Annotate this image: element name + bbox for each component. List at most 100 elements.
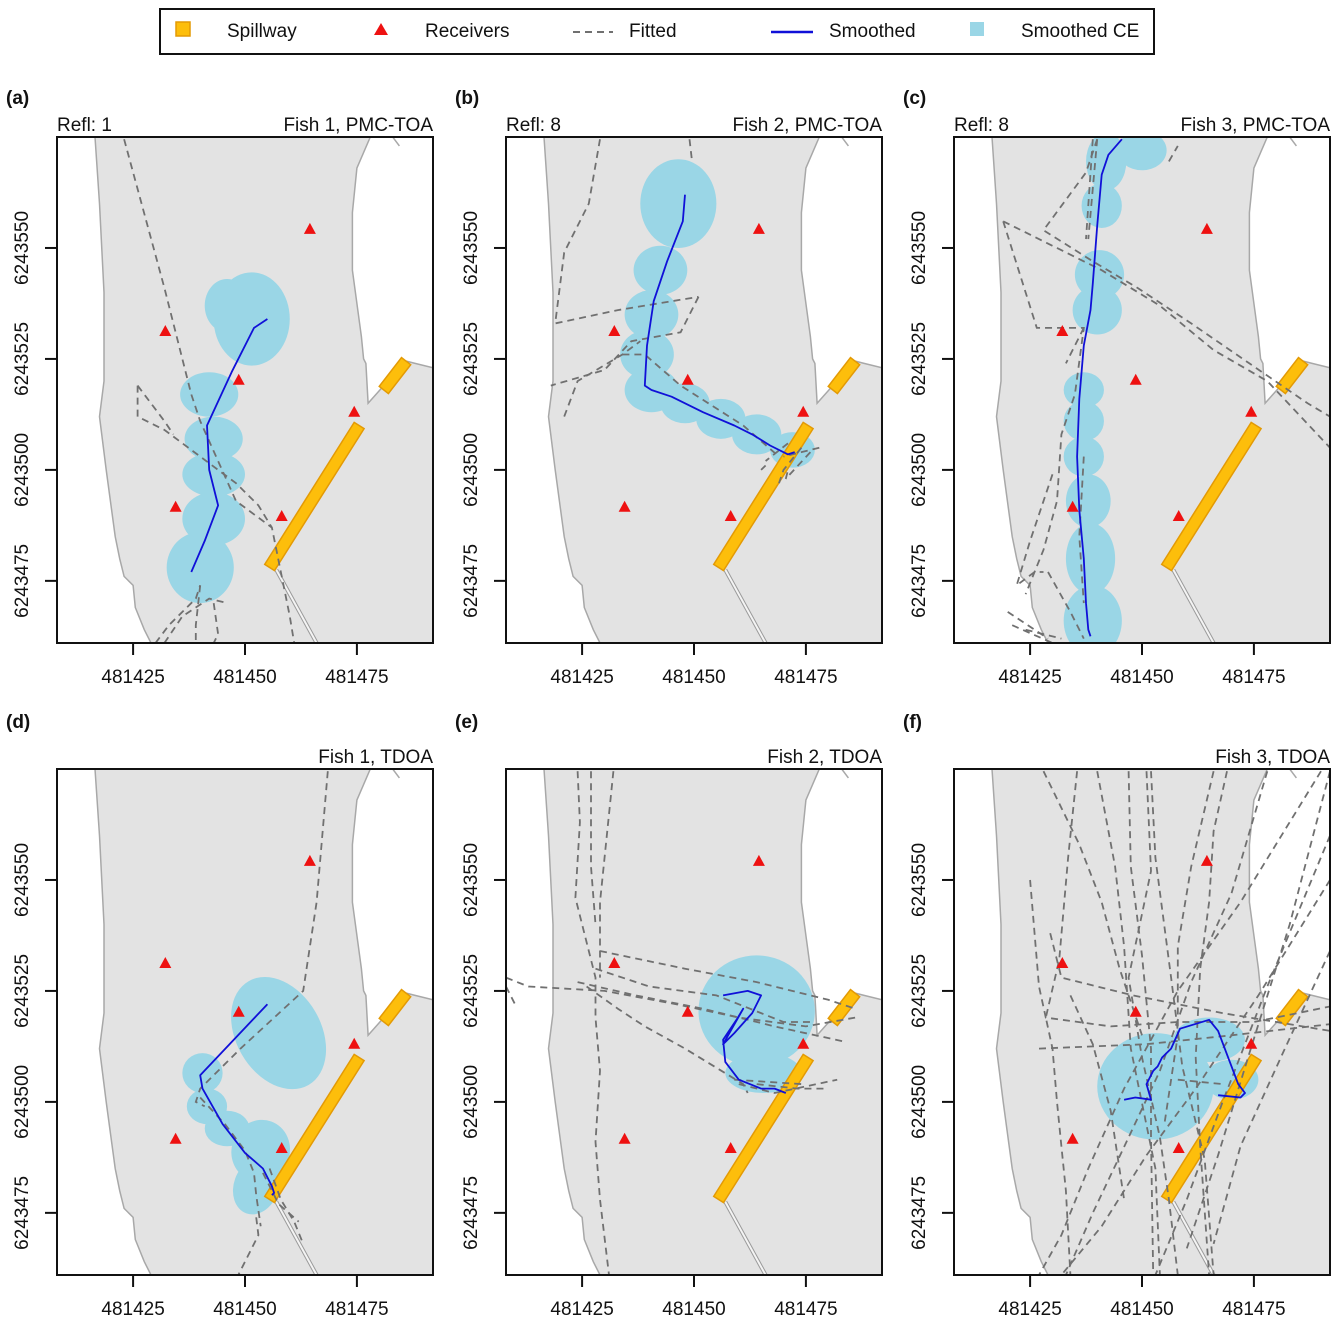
fitted-track bbox=[194, 585, 202, 643]
receiver-marker bbox=[1066, 1132, 1079, 1144]
panel-title: Fish 3, PMC-TOA bbox=[1180, 115, 1330, 136]
spillway bbox=[712, 1053, 815, 1204]
smoothed-ce-region bbox=[698, 955, 815, 1067]
fitted-track bbox=[237, 1217, 260, 1275]
x-tick-label: 481450 bbox=[1110, 667, 1173, 688]
fitted-track bbox=[1065, 770, 1269, 1275]
land-area bbox=[544, 137, 882, 643]
x-tick-label: 481475 bbox=[325, 667, 388, 688]
fitted-track bbox=[1163, 770, 1215, 1125]
receiver-marker bbox=[1200, 222, 1213, 234]
fitted-track bbox=[1011, 624, 1053, 643]
shoreline-left bbox=[543, 137, 601, 643]
y-tick-label: 6243550 bbox=[461, 211, 482, 285]
land-area bbox=[992, 137, 1330, 643]
receiver-marker bbox=[275, 1142, 288, 1154]
smoothed-track bbox=[1123, 1018, 1246, 1101]
smoothed-track bbox=[190, 318, 268, 573]
fitted-track bbox=[1038, 770, 1322, 1275]
receiver-marker bbox=[1129, 1005, 1142, 1017]
receiver-marker bbox=[724, 510, 737, 522]
receiver-marker bbox=[348, 1037, 361, 1049]
fitted-track bbox=[1002, 220, 1330, 449]
receiver-marker bbox=[348, 405, 361, 417]
receiver-marker bbox=[169, 1132, 182, 1144]
y-tick-label: 6243550 bbox=[909, 211, 930, 285]
map-plot: 481425 481450 481475 6243475 6243500 6243525 6… bbox=[12, 136, 434, 688]
channel-line-inner bbox=[1172, 1201, 1215, 1275]
map-panel-d: (d) Fish 1, TDOA 481425 481450 481475 6243475… bbox=[0, 706, 445, 1332]
spillway bbox=[1160, 421, 1263, 572]
fitted-track bbox=[1042, 770, 1143, 1036]
fitted-track bbox=[262, 1172, 300, 1223]
smoothed-ce-region bbox=[184, 416, 243, 462]
y-tick-label: 6243475 bbox=[12, 1176, 33, 1250]
panel-letter: (e) bbox=[455, 712, 479, 733]
fitted-track bbox=[1002, 221, 1085, 595]
ce-swatch-icon bbox=[969, 21, 985, 43]
shoreline-notch bbox=[841, 769, 849, 779]
y-tick-label: 6243500 bbox=[12, 433, 33, 507]
fitted-track bbox=[574, 771, 610, 1275]
receiver-marker bbox=[1245, 405, 1258, 417]
y-tick-label: 6243550 bbox=[461, 843, 482, 917]
fitted-track bbox=[212, 602, 220, 643]
fitted-track bbox=[784, 451, 812, 480]
y-tick-label: 6243525 bbox=[461, 322, 482, 396]
receiver-marker bbox=[618, 500, 631, 512]
panel-title: Fish 2, PMC-TOA bbox=[732, 115, 882, 136]
x-tick-label: 481450 bbox=[662, 1299, 725, 1320]
y-tick-label: 6243500 bbox=[12, 1065, 33, 1139]
receiver-marker bbox=[232, 1005, 245, 1017]
fitted-track bbox=[1194, 771, 1228, 1275]
fitted-track bbox=[688, 139, 693, 160]
legend-label: Receivers bbox=[425, 20, 510, 42]
smoothed-ce-region bbox=[1173, 1017, 1245, 1062]
fitted-track bbox=[1060, 879, 1330, 1275]
fitted-track bbox=[1177, 1078, 1223, 1085]
smoothed-ce-region bbox=[232, 1158, 280, 1215]
smoothed-ce-region bbox=[1063, 401, 1104, 442]
receiver-marker bbox=[724, 1142, 737, 1154]
fitted-track bbox=[778, 447, 803, 484]
fitted-track bbox=[1096, 771, 1161, 1275]
panel-refl-label: Refl: 8 bbox=[506, 115, 561, 136]
receiver-marker bbox=[1056, 956, 1069, 968]
panel-letter: (f) bbox=[903, 712, 922, 733]
fitted-track bbox=[599, 771, 615, 978]
legend-label: Smoothed bbox=[829, 20, 916, 42]
smoothed-ce-region bbox=[633, 245, 688, 295]
receiver-marker bbox=[752, 222, 765, 234]
panel-refl-label: Refl: 8 bbox=[954, 115, 1009, 136]
y-tick-label: 6243475 bbox=[909, 1176, 930, 1250]
map-plot: 481425 481450 481475 6243475 6243500 6243525 6… bbox=[461, 136, 883, 688]
receiver-marker bbox=[1172, 510, 1185, 522]
map-plot: 481425 481450 481475 6243475 6243500 6243525 6… bbox=[909, 136, 1331, 688]
smoothed-ce-region bbox=[1063, 436, 1104, 477]
fitted-track bbox=[577, 981, 847, 1043]
x-tick-label: 481425 bbox=[998, 667, 1061, 688]
fitted-track bbox=[783, 446, 820, 458]
y-tick-label: 6243475 bbox=[12, 544, 33, 618]
fitted-track bbox=[136, 385, 175, 435]
receiver-marker bbox=[1129, 373, 1142, 385]
receiver-marker bbox=[681, 1005, 694, 1017]
fitted-track bbox=[123, 138, 296, 643]
panel-letter: (d) bbox=[6, 712, 31, 733]
receiver-marker bbox=[681, 373, 694, 385]
shoreline-notch bbox=[392, 769, 400, 779]
receiver-marker bbox=[275, 510, 288, 522]
receiver-marker bbox=[797, 405, 810, 417]
y-tick-label: 6243550 bbox=[909, 843, 930, 917]
y-tick-label: 6243475 bbox=[461, 1176, 482, 1250]
fitted-track bbox=[1185, 770, 1330, 1249]
fitted-track bbox=[194, 771, 329, 1108]
legend-item-smoothed-ce: Smoothed CE bbox=[969, 10, 1139, 53]
smoothed-track bbox=[1076, 138, 1123, 637]
fitted-track bbox=[738, 1078, 838, 1094]
solid-line-icon bbox=[771, 21, 813, 43]
receiver-marker bbox=[303, 222, 316, 234]
smoothed-track bbox=[722, 989, 787, 1094]
receiver-marker bbox=[1200, 854, 1213, 866]
y-tick-label: 6243500 bbox=[909, 433, 930, 507]
